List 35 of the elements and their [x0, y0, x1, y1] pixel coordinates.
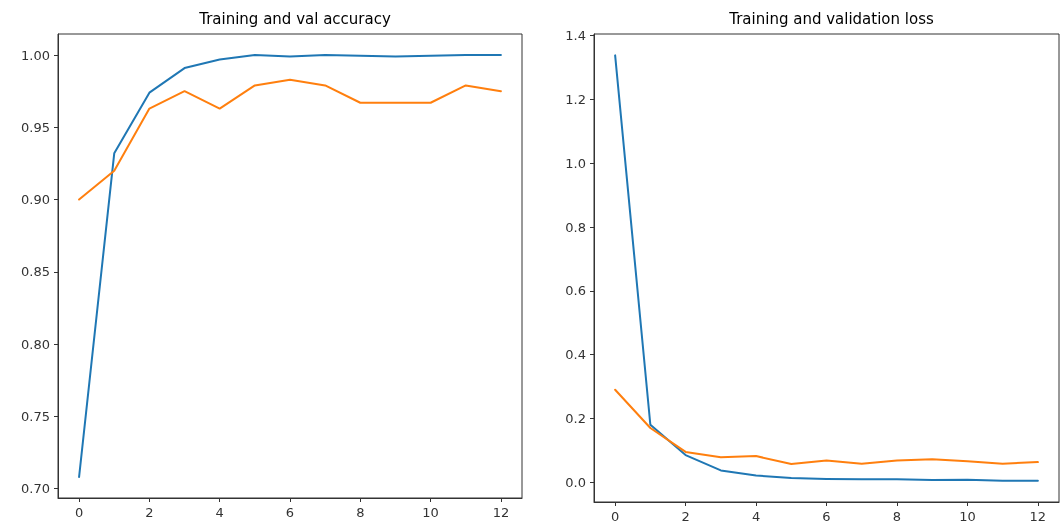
- y-tick-label: 0.4: [565, 347, 586, 363]
- x-tick-label: 0: [611, 509, 620, 524]
- x-tick-label: 2: [681, 509, 690, 524]
- y-tick-label: 0.85: [21, 264, 50, 280]
- y-tick-label: 0.80: [21, 336, 50, 352]
- x-tick-label: 8: [356, 505, 365, 520]
- line-series: [614, 54, 1039, 482]
- line-series: [78, 54, 502, 478]
- x-tick-label: 10: [422, 505, 439, 520]
- y-tick-label: 0.6: [565, 283, 586, 299]
- y-tick-label: 0.90: [21, 192, 50, 208]
- x-tick-label: 4: [751, 509, 761, 524]
- line-series: [78, 78, 502, 201]
- line-series: [614, 388, 1039, 466]
- x-tick-label: 6: [822, 509, 831, 524]
- y-tick-label: 1.4: [565, 28, 586, 44]
- y-tick-label: 0.75: [21, 408, 50, 424]
- chart-title: Training and val accuracy: [198, 9, 391, 28]
- y-tick-label: 0.0: [565, 474, 586, 490]
- chart-title: Training and validation loss: [728, 9, 934, 28]
- y-tick-label: 0.95: [21, 119, 50, 135]
- y-tick-label: 0.8: [565, 219, 586, 235]
- y-tick-label: 1.0: [565, 155, 586, 171]
- y-tick-label: 0.2: [565, 410, 586, 426]
- y-tick-label: 1.00: [21, 47, 50, 63]
- x-tick-label: 12: [492, 505, 510, 520]
- y-tick-label: 1.2: [565, 91, 586, 107]
- x-tick-label: 10: [959, 509, 976, 524]
- x-tick-label: 8: [892, 509, 902, 524]
- x-tick-label: 4: [215, 505, 224, 520]
- x-tick-label: 6: [285, 505, 295, 520]
- x-tick-label: 2: [145, 505, 154, 520]
- x-tick-label: 0: [74, 505, 84, 520]
- y-tick-label: 0.70: [21, 480, 50, 496]
- x-tick-label: 12: [1029, 509, 1047, 524]
